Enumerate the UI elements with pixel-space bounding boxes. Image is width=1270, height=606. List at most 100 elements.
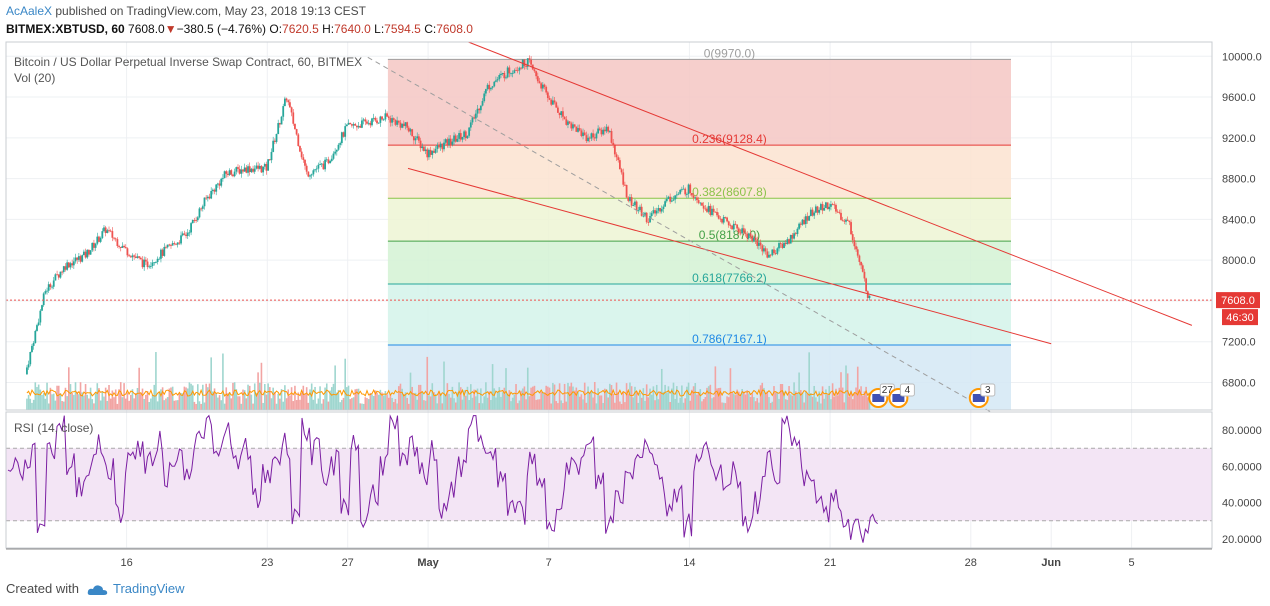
candle-body — [463, 131, 466, 137]
candle-body — [831, 204, 834, 205]
volume-bar — [801, 392, 804, 410]
volume-bar — [207, 387, 209, 410]
volume-bar — [453, 398, 455, 410]
candle-body — [119, 246, 122, 248]
volume-bar — [98, 388, 100, 410]
fib-zone — [387, 145, 1011, 199]
volume-bar — [585, 402, 588, 410]
volume-bar — [356, 388, 358, 410]
candle-body — [166, 244, 169, 248]
volume-bar — [501, 392, 504, 410]
volume-bar — [562, 403, 564, 410]
volume-bar — [552, 382, 554, 410]
candle-body — [101, 231, 104, 238]
volume-bar — [773, 386, 775, 410]
candle-body — [744, 232, 747, 234]
candle-body — [242, 169, 244, 172]
candle-body — [642, 215, 645, 217]
candle-body — [464, 131, 467, 139]
volume-bar — [399, 383, 402, 410]
volume-bar — [660, 368, 663, 410]
candle-body — [103, 227, 105, 232]
volume-bar — [480, 388, 482, 410]
volume-bar — [684, 398, 687, 410]
candle-body — [79, 256, 82, 262]
candle-body — [538, 81, 541, 84]
author-link[interactable]: AcAaleX — [6, 4, 53, 18]
candle-body — [627, 197, 630, 201]
volume-bar — [550, 403, 553, 410]
volume-bar — [831, 383, 834, 410]
candle-body — [193, 220, 196, 221]
volume-bar — [109, 398, 112, 410]
candle-body — [516, 70, 519, 72]
volume-bar — [200, 403, 202, 410]
volume-bar — [553, 384, 556, 410]
candle-body — [557, 107, 559, 113]
candle-body — [543, 84, 546, 87]
candle-body — [701, 202, 703, 206]
volume-bar — [461, 399, 464, 410]
volume-bar — [274, 391, 276, 410]
event-markers[interactable]: 27 4 3 — [868, 383, 996, 408]
volume-bar — [609, 383, 611, 410]
flag-field — [872, 394, 885, 402]
candle-body — [84, 251, 87, 258]
volume-bar — [794, 391, 797, 410]
candle-body — [565, 119, 568, 125]
candle-body — [746, 233, 749, 239]
fib-level-label: 0.5(8187.0) — [699, 228, 760, 242]
candle-body — [203, 197, 206, 207]
volume-bar — [836, 395, 839, 410]
candle-body — [171, 243, 174, 246]
volume-bar — [166, 397, 169, 410]
candle-body — [865, 278, 868, 292]
candle-body — [739, 232, 742, 234]
volume-bar — [526, 367, 529, 410]
volume-bar — [41, 394, 43, 410]
volume-bar — [627, 393, 630, 410]
volume-bar — [312, 399, 315, 410]
candle-body — [141, 259, 144, 268]
volume-bar — [674, 398, 676, 410]
candle-body — [622, 172, 625, 185]
fibonacci-retracement[interactable]: 0(9970.0) 0.236(9128.4) 0.382(8607.8) 0.5(8… — [387, 46, 1011, 410]
candle-body — [290, 107, 293, 113]
candle-body — [121, 245, 124, 248]
candle-body — [176, 242, 179, 245]
volume-bar — [734, 395, 737, 410]
tradingview-link[interactable]: TradingView — [112, 581, 185, 596]
volume-bar — [198, 401, 201, 410]
volume-bar — [240, 403, 243, 410]
main-pane-title: Bitcoin / US Dollar Perpetual Inverse Sw… — [14, 55, 362, 69]
volume-bar — [357, 388, 360, 410]
candle-body — [262, 166, 265, 173]
trendlines[interactable] — [6, 41, 1212, 413]
volume-bar — [267, 383, 269, 410]
candle-body — [669, 196, 672, 202]
volume-bar — [320, 403, 323, 410]
countdown-badge — [1222, 309, 1258, 326]
volume-bar — [568, 386, 571, 410]
candle-body — [639, 206, 641, 211]
candle-body — [243, 167, 246, 172]
volume-bar — [146, 391, 149, 410]
time-tick-label: 7 — [546, 557, 552, 569]
candle-body — [41, 305, 43, 311]
volume-bar — [845, 365, 847, 410]
volume-bar — [384, 391, 387, 410]
volume-bar — [793, 382, 795, 410]
candle-body — [721, 219, 723, 223]
volume-bar — [76, 391, 78, 410]
volume-bar — [716, 388, 718, 410]
volume-bar — [260, 362, 263, 410]
candle-body — [560, 111, 563, 116]
candle-body — [297, 134, 300, 147]
rsi-pane: 20.0000 40.0000 60.0000 80.0000 — [6, 414, 1262, 546]
candle-body — [593, 137, 596, 139]
candle-body — [148, 266, 151, 268]
candle-body — [851, 234, 854, 241]
volume-bar — [104, 387, 107, 410]
candle-body — [691, 192, 693, 196]
